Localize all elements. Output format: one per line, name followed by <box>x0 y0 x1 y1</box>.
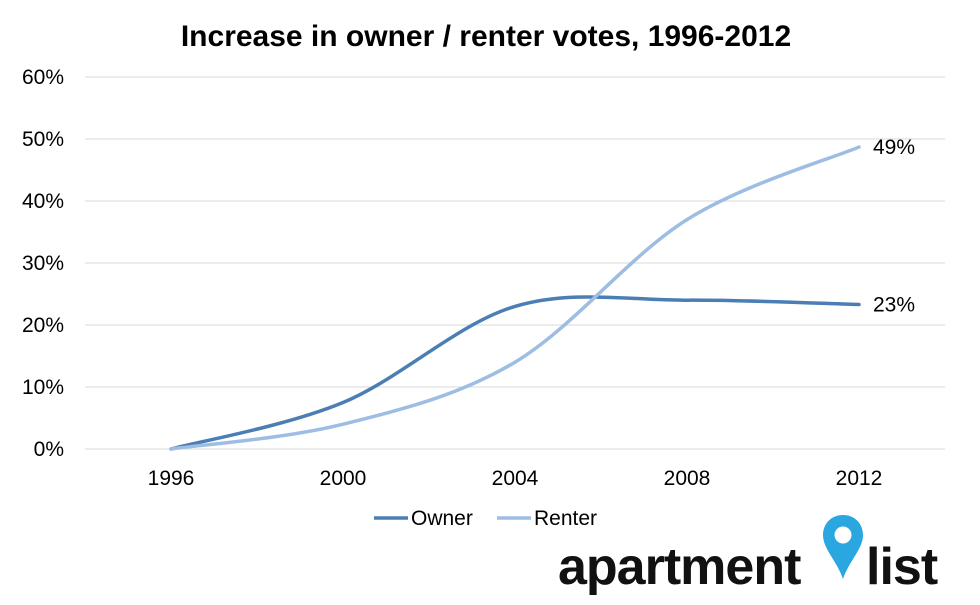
x-tick-label: 2008 <box>664 467 711 490</box>
chart-title: Increase in owner / renter votes, 1996-2… <box>181 20 791 53</box>
series-line-owner <box>169 295 861 451</box>
x-tick-label: 2012 <box>836 467 883 490</box>
y-tick-label: 20% <box>22 314 64 337</box>
x-tick-label: 2004 <box>492 467 539 490</box>
plot-series <box>169 145 861 451</box>
y-tick-label: 60% <box>22 66 64 89</box>
apartment-list-logo: apartment list <box>558 515 939 596</box>
legend-label-owner: Owner <box>411 507 473 530</box>
y-tick-label: 30% <box>22 252 64 275</box>
location-pin-icon <box>823 515 863 579</box>
owner-end-label: 23% <box>873 294 915 317</box>
y-tick-label: 40% <box>22 190 64 213</box>
x-axis: 1996 2000 2004 2008 2012 <box>148 467 883 490</box>
y-tick-label: 0% <box>34 438 64 461</box>
y-axis: 0% 10% 20% 30% 40% 50% 60% <box>22 66 64 461</box>
x-tick-label: 1996 <box>148 467 195 490</box>
logo-text-list: list <box>866 538 938 596</box>
series-line-renter <box>169 145 861 451</box>
x-tick-label: 2000 <box>320 467 367 490</box>
renter-end-label: 49% <box>873 136 915 159</box>
y-tick-label: 10% <box>22 376 64 399</box>
y-tick-label: 50% <box>22 128 64 151</box>
legend: Owner Renter <box>374 507 597 530</box>
logo-text-apartment: apartment <box>558 538 801 596</box>
gridlines <box>85 76 945 450</box>
legend-label-renter: Renter <box>534 507 597 530</box>
